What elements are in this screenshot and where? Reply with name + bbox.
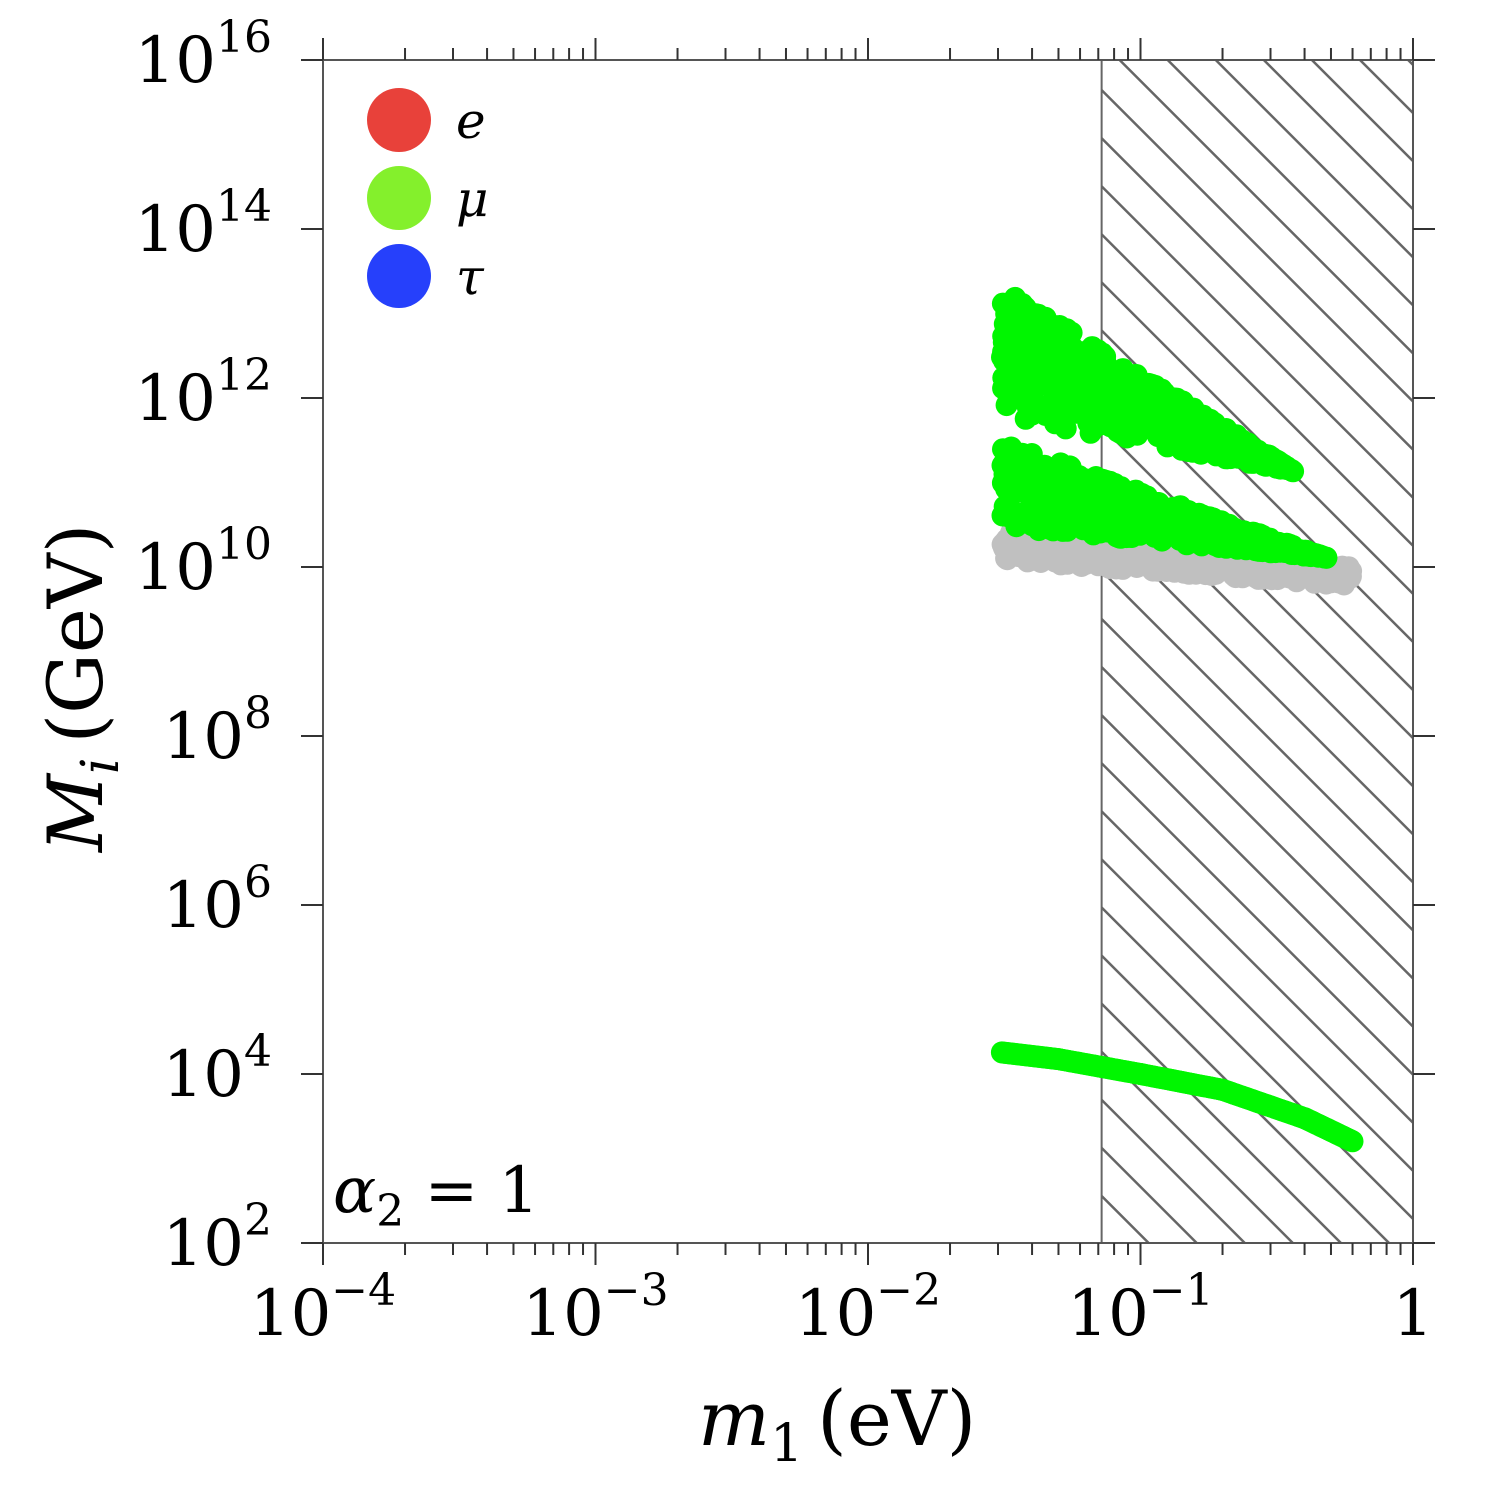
data-point <box>1130 506 1153 529</box>
data-point <box>1085 389 1108 412</box>
data-point <box>1055 383 1078 406</box>
data-point <box>1016 451 1039 474</box>
x-tick-label: 10−1 <box>1067 1265 1213 1351</box>
data-point <box>1105 368 1128 391</box>
data-point <box>992 325 1015 348</box>
data-point <box>1170 438 1193 461</box>
data-point <box>1056 514 1079 537</box>
data-point <box>1256 444 1279 467</box>
data-point <box>1251 540 1274 563</box>
data-point <box>1174 419 1197 441</box>
data-point <box>1014 407 1037 430</box>
data-point <box>1205 531 1228 554</box>
data-point <box>1001 343 1024 366</box>
series-mu <box>990 286 1364 1153</box>
y-tick-label: 108 <box>163 688 272 774</box>
legend-marker <box>367 166 431 230</box>
data-point <box>1079 421 1102 444</box>
data-point <box>1341 1130 1364 1153</box>
data-point <box>1121 416 1144 439</box>
data-point <box>995 303 1018 325</box>
x-tick-label: 10−3 <box>522 1265 668 1351</box>
data-point <box>1267 559 1290 582</box>
x-tick-label: 10−4 <box>250 1265 396 1351</box>
y-tick-label: 106 <box>163 857 272 943</box>
data-point <box>1000 436 1023 459</box>
y-tick-label: 1010 <box>135 519 272 605</box>
data-point <box>1159 505 1182 527</box>
annotation: α2 = 1 <box>333 1154 539 1237</box>
data-point <box>991 504 1014 527</box>
x-axis-label: m1 (eV) <box>698 1374 976 1474</box>
data-point <box>995 464 1018 487</box>
data-point <box>1022 364 1045 386</box>
data-point <box>1028 478 1051 501</box>
data-point <box>1125 397 1148 420</box>
legend-label: τ <box>456 248 485 306</box>
axis-ticks <box>301 38 1435 1265</box>
data-point <box>1225 560 1247 583</box>
hatch-fill <box>1101 60 1413 1243</box>
data-point <box>1289 541 1312 564</box>
data-point <box>1115 489 1138 512</box>
data-point <box>1065 401 1088 424</box>
data-point <box>1093 407 1116 430</box>
data-point <box>1100 472 1123 495</box>
tick-labels: 10−4 10−3 10−2 10−1 1 102 104 106 108 1010 1012 101… <box>135 12 1434 1351</box>
data-point <box>1158 392 1180 415</box>
data-point <box>1011 292 1034 315</box>
y-tick-label: 1012 <box>135 350 272 436</box>
data-point <box>1215 418 1238 440</box>
y-axis-label: Mi(GeV) <box>31 524 131 854</box>
legend-marker <box>367 88 431 152</box>
legend: eμτ <box>367 88 489 308</box>
x-tick-label: 10−2 <box>795 1265 941 1351</box>
x-tick-label: 1 <box>1393 1277 1434 1351</box>
data-point <box>1021 509 1044 532</box>
data-point <box>1034 403 1057 426</box>
data-point <box>1076 508 1099 531</box>
data-point <box>1134 381 1157 404</box>
data-point <box>1070 555 1093 577</box>
y-tick-label: 1014 <box>135 181 272 267</box>
data-point <box>1175 525 1198 548</box>
y-tick-label: 102 <box>163 1195 272 1281</box>
legend-label: μ <box>456 170 489 228</box>
data-point <box>1044 477 1067 500</box>
data-point <box>1066 465 1089 488</box>
data-point <box>996 548 1019 571</box>
data-point <box>1199 408 1222 431</box>
data-point <box>1036 339 1059 362</box>
excluded-region <box>1100 60 1413 1243</box>
data-point <box>1197 511 1220 533</box>
y-tick-label: 104 <box>163 1026 272 1112</box>
legend-marker <box>367 244 431 308</box>
data-point <box>1079 487 1102 510</box>
data-point <box>1216 437 1239 460</box>
data-point <box>1147 415 1170 438</box>
legend-label: e <box>456 92 486 150</box>
data-point <box>1046 323 1068 346</box>
y-tick-label: 1016 <box>135 12 272 98</box>
data-point <box>1022 380 1045 403</box>
scatter-marks <box>990 286 1364 1153</box>
